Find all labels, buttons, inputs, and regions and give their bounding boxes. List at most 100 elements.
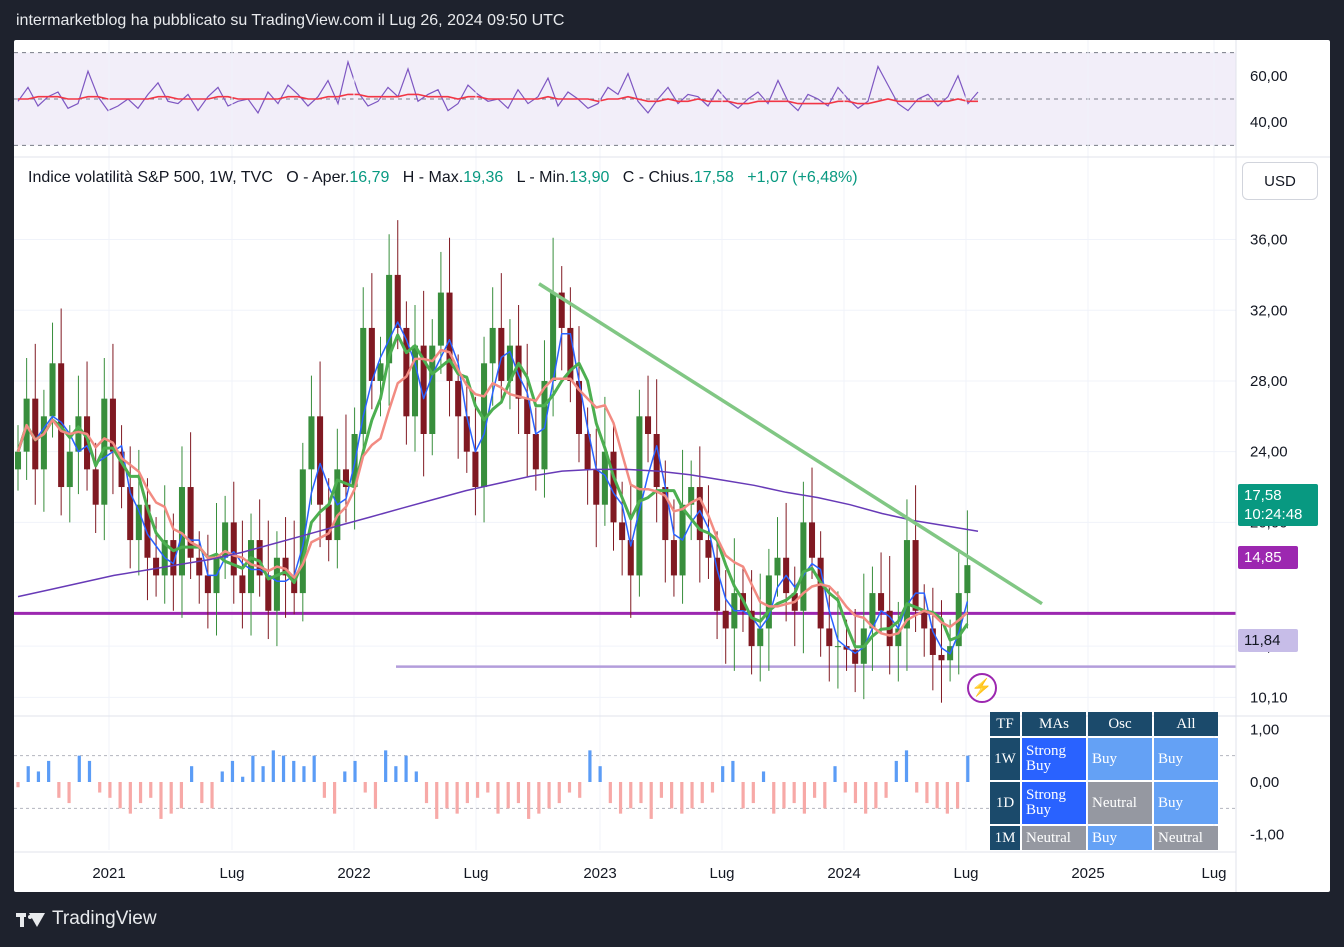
time-tick-label: 2021: [92, 865, 125, 882]
candle-body: [610, 451, 617, 523]
osc-bar: [486, 782, 490, 793]
osc-bar: [823, 782, 827, 809]
candle-body: [403, 327, 410, 417]
osc-bar: [700, 782, 704, 804]
last-price-value: 17,58: [1244, 487, 1282, 504]
osc-bar: [792, 782, 796, 804]
osc-bar: [261, 766, 265, 782]
candle-body: [929, 628, 936, 655]
candle-body: [386, 274, 393, 364]
candle-body: [653, 434, 660, 488]
time-tick-label: 2025: [1071, 865, 1104, 882]
candle-body: [317, 416, 324, 505]
osc-bar: [332, 782, 337, 814]
candle-body: [178, 487, 186, 576]
osc-bar: [853, 782, 858, 804]
candle-body: [265, 575, 272, 611]
osc-bar: [864, 782, 868, 814]
candle-body: [144, 504, 151, 558]
osc-bar: [955, 782, 960, 809]
candle-body: [800, 522, 807, 611]
candle-body: [506, 345, 513, 381]
osc-bar: [945, 782, 949, 814]
osc-bar: [230, 760, 235, 782]
candle-body: [593, 469, 600, 505]
osc-bar: [782, 782, 786, 809]
time-tick-label: Lug: [1201, 865, 1226, 882]
candle-body: [532, 434, 539, 470]
candle-body: [360, 327, 367, 434]
candle-body: [463, 416, 470, 452]
osc-bar: [343, 771, 347, 782]
osc-bar: [435, 782, 439, 819]
candle-body: [808, 522, 816, 558]
osc-bar: [629, 782, 633, 809]
candle-body: [256, 540, 263, 576]
candle-body: [627, 540, 634, 576]
candle-body: [308, 416, 315, 470]
lightning-icon[interactable]: ⚡: [967, 673, 997, 703]
symbol-legend: Indice volatilità S&P 500, 1W, TVC O - A…: [28, 169, 858, 187]
rsi-tick-label: 60,00: [1250, 68, 1288, 85]
candle-body: [472, 451, 479, 488]
osc-bar: [833, 766, 837, 782]
osc-bar: [281, 755, 286, 782]
candle-body: [325, 504, 332, 541]
price-tick-label: 24,00: [1250, 444, 1288, 461]
osc-bar: [598, 766, 602, 782]
table-cell-mas: Strong Buy: [1022, 782, 1086, 824]
candle-body: [230, 522, 237, 576]
osc-bar: [639, 782, 643, 804]
osc-bar: [373, 782, 378, 809]
osc-bar: [731, 760, 735, 782]
price-tick-label: 10,10: [1250, 689, 1288, 706]
osc-bar: [128, 782, 132, 814]
osc-bar: [465, 782, 469, 804]
osc-bar: [721, 766, 725, 782]
table-row-tf: 1D: [990, 782, 1020, 824]
osc-bar: [925, 782, 929, 804]
osc-bar: [169, 782, 173, 814]
chart-canvas[interactable]: 60,0040,0036,0032,0028,0024,0020,0013,00…: [14, 40, 1330, 892]
osc-bar: [710, 782, 715, 793]
candle-body: [584, 434, 591, 470]
ma-pink-line: [16, 348, 969, 637]
publisher-line: intermarketblog ha pubblicato su Trading…: [16, 12, 565, 29]
candle-body: [127, 487, 134, 541]
legend-high-label: H - Max.: [402, 169, 464, 186]
candle-body: [601, 451, 608, 505]
rsi-panel: [14, 52, 1236, 146]
resistance-price-tag: 14,85: [1238, 546, 1298, 569]
osc-bar: [455, 782, 459, 814]
osc-bar: [16, 782, 20, 788]
time-tick-label: 2022: [337, 865, 370, 882]
candle-body: [921, 610, 928, 629]
trendline: [538, 282, 1043, 606]
osc-bar: [414, 771, 418, 782]
tradingview-logo[interactable]: TradingView: [16, 908, 157, 930]
time-tick-label: Lug: [953, 865, 978, 882]
osc-bar: [138, 782, 143, 804]
candle-body: [903, 540, 910, 629]
osc-bar: [578, 782, 582, 798]
table-cell-osc: Buy: [1088, 826, 1152, 850]
osc-tick-label: 1,00: [1250, 721, 1279, 738]
candle-body: [32, 398, 39, 470]
table-cell-mas: Neutral: [1022, 826, 1086, 850]
currency-button[interactable]: USD: [1242, 162, 1318, 200]
osc-bar: [57, 782, 61, 798]
candle-body: [420, 345, 427, 434]
osc-bar: [935, 782, 939, 809]
candle-body: [498, 327, 505, 381]
candle-body: [550, 292, 557, 381]
osc-bar: [608, 782, 612, 804]
time-tick-label: Lug: [219, 865, 244, 882]
tradingview-logo-icon: [16, 910, 46, 928]
candle-body: [411, 345, 419, 417]
osc-bar: [302, 766, 306, 782]
candle-body: [688, 487, 695, 505]
technical-rating-table: TF MAs Osc All 1W Strong Buy Buy Buy 1D …: [988, 710, 1220, 852]
price-tick-label: 32,00: [1250, 302, 1288, 319]
table-cell-all: Buy: [1154, 738, 1218, 780]
table-header-all: All: [1154, 712, 1218, 736]
